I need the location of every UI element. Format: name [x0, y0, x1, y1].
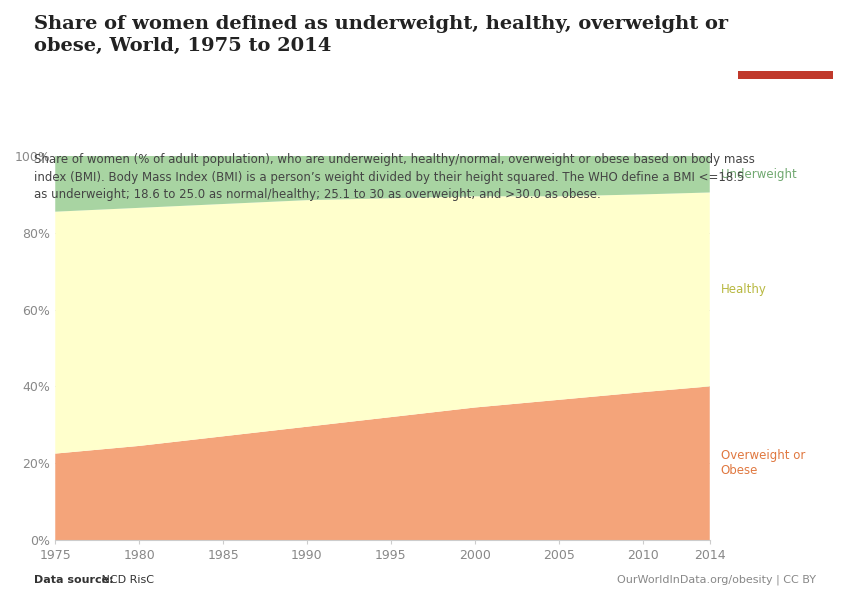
Text: Our World
in Data: Our World in Data: [756, 25, 815, 47]
Text: Share of women defined as underweight, healthy, overweight or
obese, World, 1975: Share of women defined as underweight, h…: [34, 15, 728, 55]
Text: Overweight or
Obese: Overweight or Obese: [721, 449, 805, 477]
FancyBboxPatch shape: [738, 71, 833, 79]
Text: Underweight: Underweight: [721, 168, 796, 181]
Text: OurWorldInData.org/obesity | CC BY: OurWorldInData.org/obesity | CC BY: [617, 575, 816, 585]
Text: Data source:: Data source:: [34, 575, 114, 585]
Text: NCD RisC: NCD RisC: [98, 575, 154, 585]
Text: Healthy: Healthy: [721, 283, 767, 296]
Text: Share of women (% of adult population), who are underweight, healthy/normal, ove: Share of women (% of adult population), …: [34, 153, 755, 201]
